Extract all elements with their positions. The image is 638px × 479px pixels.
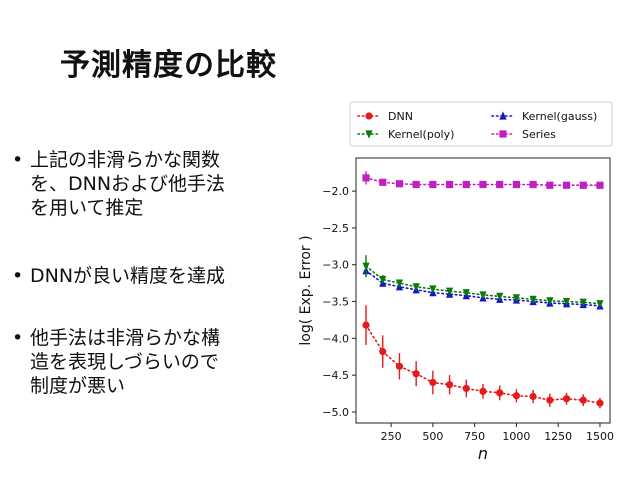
data-point [596, 399, 604, 407]
y-tick-label: −2.0 [322, 185, 349, 198]
data-point [479, 387, 487, 395]
data-point [462, 384, 470, 393]
data-point [546, 396, 554, 404]
data-point [479, 180, 487, 189]
bullet-item: 上記の非滑らかな関数 を、DNNおよび他手法 を用いて推定 [10, 148, 310, 220]
x-axis-label: n [478, 444, 488, 462]
series-series [362, 171, 604, 189]
y-tick-label: −4.0 [322, 332, 349, 345]
x-tick-label: 750 [464, 430, 485, 443]
x-tick-label: 1000 [502, 430, 530, 443]
data-point [579, 298, 587, 307]
data-point [496, 389, 504, 397]
data-point [496, 180, 504, 189]
y-axis: −5.0 −4.5 −4.0 −3.5 −3.0 −2.5 −2.0 [322, 185, 356, 419]
data-point [429, 180, 437, 189]
y-tick-label: −4.5 [322, 369, 349, 382]
data-point [496, 292, 504, 301]
data-point [445, 180, 454, 189]
data-point [579, 181, 587, 189]
data-point [395, 180, 404, 188]
data-point [429, 378, 437, 387]
bullet-list: 上記の非滑らかな関数 を、DNNおよび他手法 を用いて推定 DNNが良い精度を達… [10, 148, 310, 398]
data-point [412, 370, 420, 378]
data-point [379, 275, 387, 285]
legend-label: Series [522, 128, 556, 141]
error-chart: DNN Kernel(poly) Kernel(gauss) Series 250 50… [298, 101, 614, 462]
bullet-item: 他手法は非滑らかな構 造を表現しづらいので 制度が悪い [10, 326, 310, 398]
bullet-line: DNNが良い精度を達成 [30, 265, 226, 287]
bullet-line: を用いて推定 [30, 197, 144, 219]
data-point [562, 395, 571, 403]
data-point [362, 174, 370, 182]
data-point [562, 297, 571, 307]
data-point [479, 291, 487, 300]
y-tick-label: −5.0 [322, 406, 349, 419]
data-point [365, 112, 373, 120]
data-point [499, 130, 507, 138]
y-tick-label: −3.0 [322, 259, 349, 272]
y-tick-label: −2.5 [322, 222, 349, 235]
data-point [365, 130, 373, 139]
data-point [379, 347, 387, 356]
data-point [546, 297, 554, 306]
data-point [512, 294, 521, 303]
bullet-line: 制度が悪い [30, 375, 126, 397]
x-tick-label: 1500 [586, 430, 614, 443]
bullet-line: 上記の非滑らかな関数 [30, 149, 221, 171]
series-dnn [362, 305, 604, 409]
data-point [362, 262, 370, 271]
data-point [379, 178, 387, 186]
data-point [429, 285, 437, 294]
x-tick-label: 1250 [544, 430, 572, 443]
data-point [412, 283, 420, 292]
data-point [529, 180, 537, 189]
y-tick-label: −3.5 [322, 296, 349, 309]
data-point [579, 396, 587, 404]
data-point [546, 181, 554, 189]
data-point [596, 181, 604, 189]
data-point [562, 181, 571, 189]
data-point [529, 392, 537, 401]
series-kernel-poly [362, 255, 604, 309]
data-point [596, 300, 604, 309]
data-point [529, 295, 537, 304]
legend-label: Kernel(gauss) [522, 110, 597, 123]
x-tick-label: 500 [422, 430, 443, 443]
plot-frame [355, 157, 611, 424]
data-point [462, 180, 470, 189]
bullet-line: 他手法は非滑らかな構 [30, 327, 221, 349]
bullet-item: DNNが良い精度を達成 [10, 264, 310, 288]
data-point [499, 111, 507, 120]
data-point [462, 289, 470, 298]
data-point [445, 287, 454, 296]
legend-box [349, 101, 613, 147]
slide-title: 予測精度の比較 [60, 48, 277, 83]
chart-legend: DNN Kernel(poly) Kernel(gauss) Series [349, 101, 613, 147]
x-axis: 250 500 750 1000 1250 1500 [381, 423, 614, 443]
bullet-line: を、DNNおよび他手法 [30, 173, 226, 195]
data-point [512, 180, 521, 189]
data-point [395, 279, 404, 288]
bullet-line: 造を表現しづらいので [30, 351, 219, 373]
data-point [395, 362, 404, 370]
x-tick-label: 250 [381, 430, 402, 443]
data-point [412, 180, 420, 189]
data-point [362, 321, 370, 329]
series-layer [362, 171, 604, 409]
legend-label: Kernel(poly) [388, 128, 454, 141]
legend-label: DNN [388, 110, 413, 123]
data-point [512, 392, 521, 400]
data-point [445, 381, 454, 389]
y-axis-label: log( Exp. Error ) [298, 235, 314, 345]
